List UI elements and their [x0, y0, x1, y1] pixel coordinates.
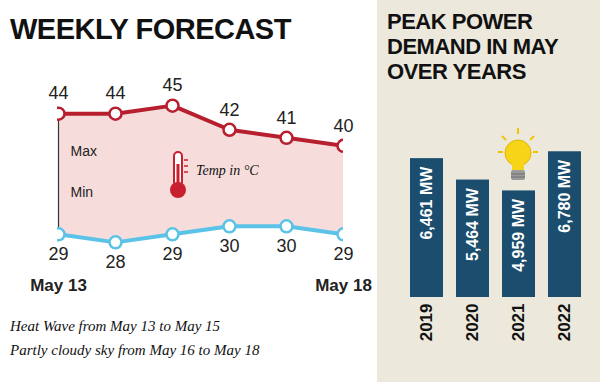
- svg-text:6,461 MW: 6,461 MW: [418, 166, 435, 240]
- svg-text:44: 44: [48, 83, 68, 103]
- svg-text:4,959 MW: 4,959 MW: [510, 198, 527, 272]
- html-text:Temp in °C: Temp in °C: [196, 163, 259, 178]
- svg-text:40: 40: [333, 116, 353, 136]
- svg-text:5,464 MW: 5,464 MW: [464, 187, 481, 261]
- svg-text:May 13: May 13: [30, 276, 87, 295]
- svg-text:2022: 2022: [555, 304, 574, 342]
- svg-text:42: 42: [219, 100, 239, 120]
- svg-text:May 18: May 18: [315, 276, 372, 295]
- svg-text:44: 44: [105, 83, 125, 103]
- svg-text:Max: Max: [71, 143, 97, 159]
- html-text:Partly cloudy sky from May 16: Partly cloudy sky from May 16 to May 18: [10, 342, 260, 358]
- svg-text:2021: 2021: [509, 304, 528, 342]
- svg-text:28: 28: [105, 252, 125, 272]
- svg-text:45: 45: [162, 75, 182, 95]
- svg-text:6,780 MW: 6,780 MW: [556, 159, 573, 233]
- html-text:PEAK POWER DEMAND IN MAY OVER: PEAK POWER DEMAND IN MAY OVER YEARS: [387, 9, 558, 84]
- svg-text:Min: Min: [71, 184, 94, 200]
- svg-text:29: 29: [48, 244, 68, 264]
- svg-text:29: 29: [333, 244, 353, 264]
- svg-text:2020: 2020: [463, 304, 482, 342]
- svg-text:30: 30: [276, 236, 296, 256]
- svg-text:29: 29: [162, 244, 182, 264]
- svg-text:2019: 2019: [417, 304, 436, 342]
- html-text:WEEKLY FORECAST: WEEKLY FORECAST: [10, 13, 291, 45]
- svg-text:30: 30: [219, 236, 239, 256]
- svg-text:41: 41: [276, 108, 296, 128]
- html-text:Heat Wave from May 13 to May 1: Heat Wave from May 13 to May 15: [10, 318, 221, 334]
